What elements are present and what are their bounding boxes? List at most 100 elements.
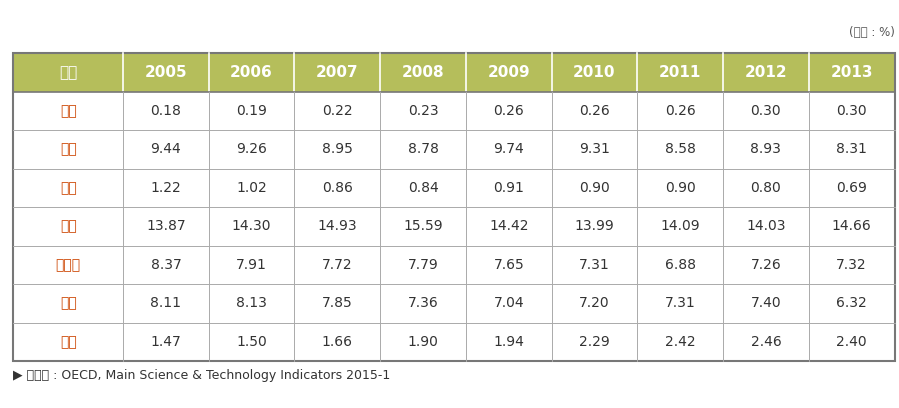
Text: 7.72: 7.72 <box>322 258 352 272</box>
Bar <box>552 246 637 284</box>
Text: 1.90: 1.90 <box>407 335 439 349</box>
Text: 프랑스: 프랑스 <box>56 258 81 272</box>
Text: 0.84: 0.84 <box>407 181 439 195</box>
Bar <box>723 207 809 246</box>
Text: 2.46: 2.46 <box>751 335 781 349</box>
Text: 8.58: 8.58 <box>664 142 696 156</box>
Text: 2008: 2008 <box>402 65 444 80</box>
Text: 6.32: 6.32 <box>836 296 867 310</box>
Text: 9.44: 9.44 <box>150 142 182 156</box>
Bar <box>380 284 466 323</box>
Bar <box>637 169 723 207</box>
Bar <box>466 130 552 169</box>
Bar <box>123 207 209 246</box>
Bar <box>723 91 809 130</box>
Text: 2013: 2013 <box>831 65 873 80</box>
Text: 2010: 2010 <box>574 65 616 80</box>
Text: 9.31: 9.31 <box>579 142 610 156</box>
Bar <box>123 323 209 361</box>
Text: 중국: 중국 <box>60 335 76 349</box>
Text: 0.91: 0.91 <box>494 181 524 195</box>
Text: 7.85: 7.85 <box>322 296 352 310</box>
Text: 2005: 2005 <box>145 65 187 80</box>
Text: 미국: 미국 <box>60 142 76 156</box>
Bar <box>295 130 380 169</box>
Bar <box>637 207 723 246</box>
Bar <box>123 130 209 169</box>
Bar <box>13 53 123 91</box>
Bar <box>809 323 895 361</box>
Bar <box>809 169 895 207</box>
Bar <box>295 207 380 246</box>
Text: 9.26: 9.26 <box>236 142 267 156</box>
Text: 0.26: 0.26 <box>665 104 696 118</box>
Text: 1.02: 1.02 <box>236 181 267 195</box>
Bar <box>723 246 809 284</box>
Text: 7.91: 7.91 <box>236 258 267 272</box>
Text: 2009: 2009 <box>487 65 530 80</box>
Text: 구분: 구분 <box>59 65 77 80</box>
Text: 7.04: 7.04 <box>494 296 524 310</box>
Bar <box>295 53 380 91</box>
Bar <box>466 246 552 284</box>
Bar <box>552 323 637 361</box>
Text: 2012: 2012 <box>744 65 788 80</box>
Text: 0.90: 0.90 <box>665 181 696 195</box>
Bar <box>723 284 809 323</box>
Text: 9.74: 9.74 <box>494 142 524 156</box>
Text: ▶ 자료원 : OECD, Main Science & Technology Indicators 2015-1: ▶ 자료원 : OECD, Main Science & Technology … <box>13 369 391 382</box>
Text: 한국: 한국 <box>60 104 76 118</box>
Bar <box>380 91 466 130</box>
Bar <box>209 284 295 323</box>
Bar <box>13 246 123 284</box>
Bar <box>295 91 380 130</box>
Text: 0.26: 0.26 <box>494 104 524 118</box>
Text: 7.31: 7.31 <box>665 296 696 310</box>
Bar <box>380 323 466 361</box>
Text: 8.37: 8.37 <box>150 258 182 272</box>
Bar <box>552 53 637 91</box>
Bar <box>466 323 552 361</box>
Text: 7.26: 7.26 <box>751 258 781 272</box>
Text: 7.31: 7.31 <box>579 258 610 272</box>
Text: 8.11: 8.11 <box>150 296 182 310</box>
Bar <box>809 284 895 323</box>
Bar <box>380 130 466 169</box>
Text: 1.22: 1.22 <box>150 181 182 195</box>
Text: 7.32: 7.32 <box>836 258 867 272</box>
Bar <box>295 284 380 323</box>
Text: 13.87: 13.87 <box>146 220 186 233</box>
Text: 0.86: 0.86 <box>322 181 352 195</box>
Text: 7.65: 7.65 <box>494 258 524 272</box>
Text: 2006: 2006 <box>230 65 273 80</box>
Bar <box>209 169 295 207</box>
Bar <box>380 207 466 246</box>
Bar <box>13 130 123 169</box>
Bar <box>809 207 895 246</box>
Bar <box>123 246 209 284</box>
Text: 0.80: 0.80 <box>751 181 781 195</box>
Bar <box>123 91 209 130</box>
Bar <box>123 169 209 207</box>
Text: 7.20: 7.20 <box>579 296 610 310</box>
Bar <box>552 91 637 130</box>
Bar <box>552 284 637 323</box>
Bar <box>637 323 723 361</box>
Bar <box>13 91 123 130</box>
Bar <box>13 284 123 323</box>
Bar <box>209 130 295 169</box>
Text: 영국: 영국 <box>60 296 76 310</box>
Bar <box>723 323 809 361</box>
Bar <box>552 130 637 169</box>
Bar <box>466 169 552 207</box>
Text: 8.31: 8.31 <box>836 142 867 156</box>
Text: 8.13: 8.13 <box>236 296 267 310</box>
Bar <box>123 53 209 91</box>
Text: 2011: 2011 <box>659 65 701 80</box>
Bar <box>380 169 466 207</box>
Bar <box>13 323 123 361</box>
Text: 1.50: 1.50 <box>236 335 267 349</box>
Text: 7.40: 7.40 <box>751 296 781 310</box>
Text: 0.30: 0.30 <box>751 104 781 118</box>
Bar <box>809 91 895 130</box>
